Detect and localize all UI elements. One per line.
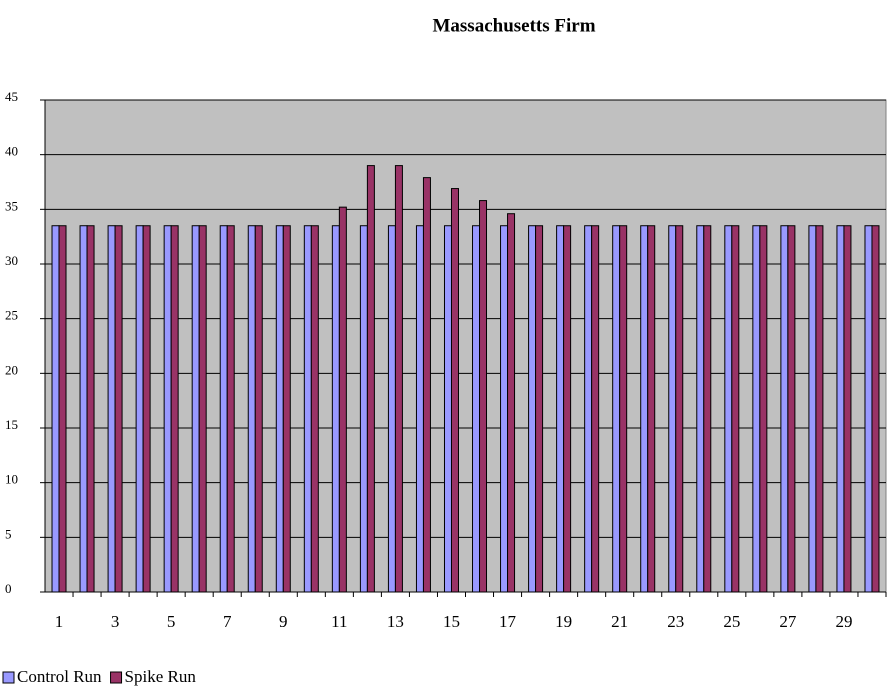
y-tick-label: 40 <box>5 144 18 159</box>
y-tick-label: 25 <box>5 308 18 323</box>
bar <box>787 225 796 593</box>
bar <box>528 225 537 593</box>
bar <box>51 225 60 593</box>
bar <box>282 225 291 593</box>
x-tick-label: 3 <box>111 612 120 631</box>
legend-label: Control Run <box>17 667 102 686</box>
bar <box>591 225 600 593</box>
bar <box>359 225 368 593</box>
legend-swatch <box>2 671 15 684</box>
bar <box>472 225 481 593</box>
y-tick-label: 5 <box>5 526 12 541</box>
bar <box>500 225 509 593</box>
plot-area <box>44 99 887 593</box>
bar <box>864 225 873 593</box>
bar <box>142 225 151 593</box>
bar <box>703 225 712 593</box>
bar <box>331 225 340 593</box>
bar <box>303 225 312 593</box>
x-tick-label: 21 <box>611 612 628 631</box>
x-tick-label: 1 <box>55 612 64 631</box>
bar <box>198 225 207 593</box>
bar <box>815 225 824 593</box>
bar <box>226 225 235 593</box>
bar <box>612 225 621 593</box>
bar <box>86 225 95 593</box>
bar <box>58 225 67 593</box>
bar <box>619 225 628 593</box>
bar <box>647 225 656 593</box>
bar <box>479 200 488 593</box>
x-tick-label: 29 <box>835 612 852 631</box>
x-tick-label: 5 <box>167 612 176 631</box>
x-tick-label: 25 <box>723 612 740 631</box>
bar <box>310 225 319 593</box>
x-tick-label: 17 <box>499 612 517 631</box>
chart-title: Massachusetts Firm <box>432 15 595 36</box>
bar <box>443 225 452 593</box>
x-tick-label: 11 <box>331 612 347 631</box>
bar <box>79 225 88 593</box>
bar <box>163 225 172 593</box>
bar <box>450 188 459 593</box>
bar <box>191 225 200 593</box>
legend-label: Spike Run <box>125 667 197 686</box>
bar <box>135 225 144 593</box>
y-tick-label: 30 <box>5 253 18 268</box>
bar <box>107 225 116 593</box>
y-tick-label: 45 <box>5 89 18 104</box>
y-tick-label: 0 <box>5 581 12 596</box>
bar <box>366 165 375 593</box>
bar <box>556 225 565 593</box>
x-tick-label: 13 <box>387 612 404 631</box>
y-tick-label: 20 <box>5 362 18 377</box>
x-tick-label: 7 <box>223 612 232 631</box>
y-tick-label: 10 <box>5 472 18 487</box>
bar <box>219 225 228 593</box>
x-tick-label: 15 <box>443 612 460 631</box>
bar <box>675 225 684 593</box>
bar <box>387 225 396 593</box>
bar <box>254 225 263 593</box>
x-tick-label: 27 <box>779 612 797 631</box>
bar <box>114 225 123 593</box>
bar <box>843 225 852 593</box>
bar <box>275 225 284 593</box>
bar <box>422 177 431 593</box>
bar <box>170 225 179 593</box>
bar <box>247 225 256 593</box>
y-tick-label: 15 <box>5 417 18 432</box>
bar <box>640 225 649 593</box>
bar <box>836 225 845 593</box>
x-tick-label: 19 <box>555 612 572 631</box>
bar <box>535 225 544 593</box>
bar <box>752 225 761 593</box>
bar <box>808 225 817 593</box>
bar <box>780 225 789 593</box>
bar <box>696 225 705 593</box>
bar <box>394 165 403 593</box>
bar <box>415 225 424 593</box>
bar <box>731 225 740 593</box>
bar <box>507 213 516 593</box>
bar <box>584 225 593 593</box>
bar <box>668 225 677 593</box>
bar <box>338 206 347 593</box>
x-tick-label: 23 <box>667 612 684 631</box>
bar <box>724 225 733 593</box>
bar <box>871 225 880 593</box>
bar <box>563 225 572 593</box>
y-tick-label: 35 <box>5 198 18 213</box>
legend-swatch <box>110 671 123 684</box>
bar <box>759 225 768 593</box>
x-tick-label: 9 <box>279 612 288 631</box>
